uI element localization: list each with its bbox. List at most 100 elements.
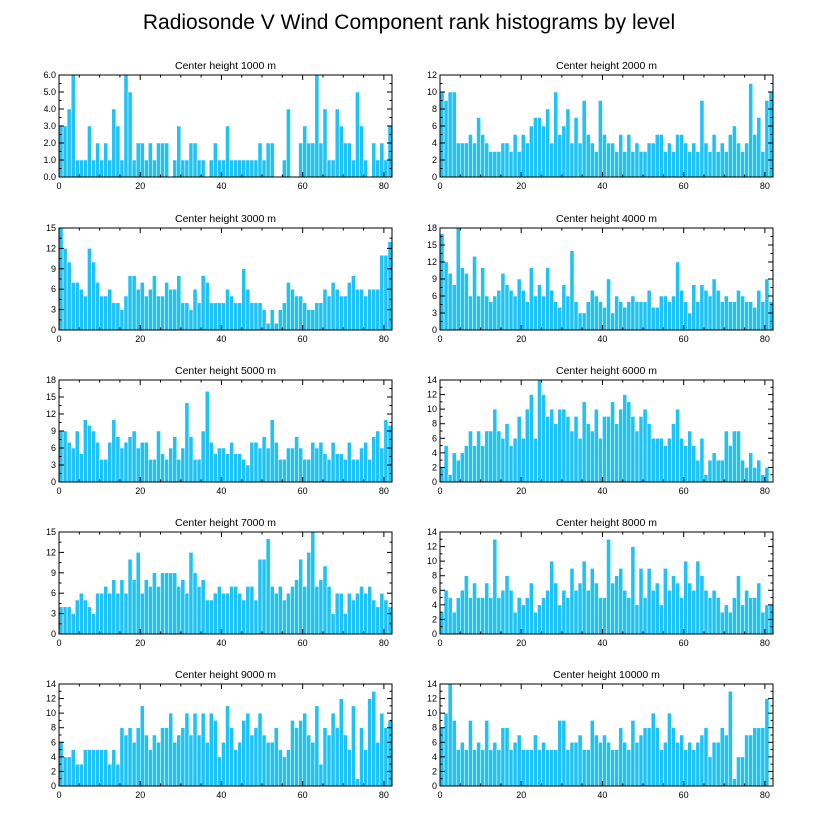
y-tick-label: 8 [432, 571, 437, 581]
histogram-bar [355, 288, 360, 331]
histogram-bar [83, 749, 88, 787]
histogram-bar [74, 430, 80, 483]
histogram-bar [257, 558, 263, 635]
histogram-bar [728, 134, 733, 178]
histogram-bar [492, 742, 498, 787]
histogram-bar [650, 438, 656, 483]
histogram-bar [654, 134, 660, 178]
histogram-bar [74, 159, 80, 178]
histogram-bar [176, 459, 182, 483]
y-tick-label: 4 [432, 752, 437, 762]
histogram-bar [618, 301, 623, 331]
histogram-bar [606, 142, 611, 178]
panel-title: Center height 7000 m [175, 517, 276, 529]
x-tick-label: 80 [379, 790, 389, 800]
panel-title: Center height 4000 m [556, 213, 657, 225]
histogram-bar [351, 459, 356, 483]
histogram-bar [103, 749, 108, 787]
histogram-bar [286, 282, 291, 331]
histogram-bar [144, 579, 149, 635]
histogram-bar [618, 408, 623, 483]
histogram-bar [265, 742, 271, 787]
histogram-bar [127, 275, 133, 331]
histogram-bar [371, 691, 377, 787]
histogram-bar [520, 290, 526, 331]
histogram-bar [663, 295, 668, 331]
histogram-bar [642, 597, 648, 635]
histogram-bar [541, 597, 546, 635]
histogram-bar [610, 401, 615, 483]
histogram-bar [581, 401, 587, 483]
histogram-bar [484, 142, 489, 178]
histogram-bar [699, 438, 705, 483]
histogram-bar [66, 261, 72, 331]
histogram-bar [269, 586, 275, 635]
histogram-bar [213, 592, 218, 635]
y-tick-label: 2 [432, 155, 437, 165]
x-tick-label: 60 [298, 638, 308, 648]
histogram-bar [70, 447, 76, 483]
histogram-bar [764, 278, 770, 331]
histogram-bar [87, 749, 92, 787]
histogram-bar [573, 416, 579, 483]
histogram-bar [748, 734, 753, 787]
histogram-bar [172, 159, 178, 178]
histogram-bar [594, 582, 599, 635]
histogram-bar [687, 430, 693, 483]
histogram-bar [302, 586, 307, 635]
histogram-bar [363, 592, 368, 635]
histogram-bar [711, 452, 717, 483]
histogram-bar [707, 756, 713, 787]
histogram-bar [355, 592, 360, 635]
histogram-bar [683, 445, 688, 483]
histogram-bar [525, 301, 530, 331]
histogram-panel: Center height 4000 m 0 20 40 60 80 0 3 6 9 12 15 18 [427, 213, 774, 344]
histogram-bar [590, 290, 595, 331]
histogram-bar [225, 288, 230, 331]
histogram-bar [241, 720, 247, 787]
histogram-bar [62, 606, 68, 635]
histogram-bar [209, 159, 214, 178]
histogram-bar [549, 408, 554, 483]
histogram-bar [646, 423, 652, 483]
histogram-bar [537, 749, 542, 787]
histogram-bar [468, 134, 473, 178]
histogram-bar [184, 592, 190, 635]
histogram-bar [192, 288, 198, 331]
histogram-bar [131, 275, 137, 331]
histogram-bar [748, 597, 753, 635]
histogram-bar [447, 273, 453, 331]
histogram-bar [679, 438, 684, 483]
y-tick-label: 15 [46, 223, 56, 233]
histogram-bar [225, 453, 230, 483]
x-tick-label: 40 [597, 334, 607, 344]
histogram-bar [500, 438, 506, 483]
histogram-bar [626, 134, 632, 178]
histogram-bar [152, 734, 157, 787]
histogram-bar [343, 613, 348, 635]
histogram-bar [752, 727, 758, 787]
histogram-bar [322, 108, 328, 178]
histogram-bar [245, 159, 251, 178]
histogram-bar [184, 712, 190, 787]
histogram-bar [123, 295, 129, 331]
histogram-bar [306, 459, 312, 483]
histogram-bar [585, 301, 591, 331]
histogram-bar [443, 445, 449, 483]
histogram-bar [290, 586, 295, 635]
histogram-bar [455, 749, 461, 787]
panel-title: Center height 1000 m [175, 60, 276, 72]
histogram-bar [265, 538, 271, 635]
histogram-bar [443, 100, 449, 178]
histogram-bar [488, 301, 494, 331]
histogram-bar [504, 575, 510, 635]
histogram-bar [525, 142, 530, 178]
histogram-bar [508, 590, 514, 635]
histogram-bar [111, 579, 117, 635]
histogram-bar [525, 597, 530, 635]
histogram-bar [715, 597, 721, 635]
histogram-bar [598, 438, 603, 483]
histogram-bar [488, 749, 494, 787]
histogram-bar [371, 436, 377, 483]
